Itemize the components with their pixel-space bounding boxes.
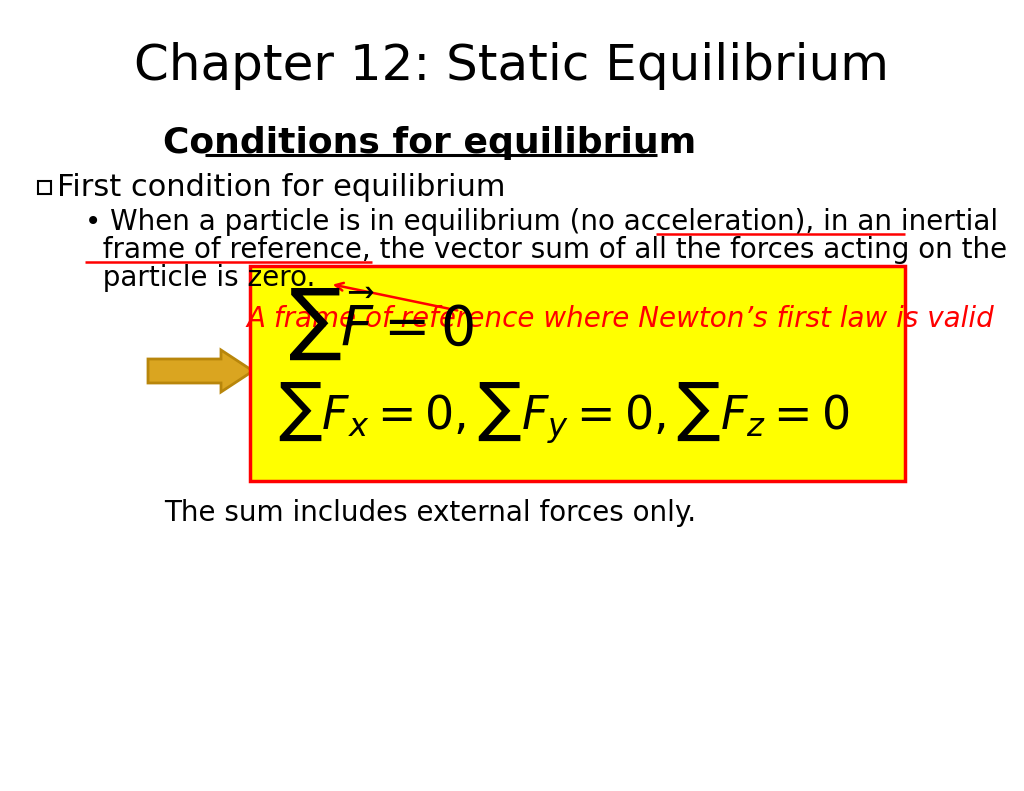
Text: particle is zero.: particle is zero.: [85, 264, 315, 292]
FancyArrow shape: [148, 350, 253, 392]
Text: $\sum \vec{F} = 0$: $\sum \vec{F} = 0$: [288, 286, 474, 362]
Text: Conditions for equilibrium: Conditions for equilibrium: [164, 126, 696, 160]
Text: Chapter 12: Static Equilibrium: Chapter 12: Static Equilibrium: [134, 42, 890, 90]
FancyBboxPatch shape: [250, 266, 905, 481]
Text: First condition for equilibrium: First condition for equilibrium: [57, 172, 506, 202]
Text: frame of reference, the vector sum of all the forces acting on the: frame of reference, the vector sum of al…: [85, 236, 1008, 264]
Text: $\sum F_x = 0, \sum F_y = 0, \sum F_z = 0$: $\sum F_x = 0, \sum F_y = 0, \sum F_z = …: [278, 380, 849, 446]
Text: • When a particle is in equilibrium (no acceleration), in an inertial: • When a particle is in equilibrium (no …: [85, 208, 998, 236]
Text: The sum includes external forces only.: The sum includes external forces only.: [164, 499, 696, 527]
Text: A frame of reference where Newton’s first law is valid: A frame of reference where Newton’s firs…: [246, 305, 994, 333]
Bar: [38, 181, 51, 194]
